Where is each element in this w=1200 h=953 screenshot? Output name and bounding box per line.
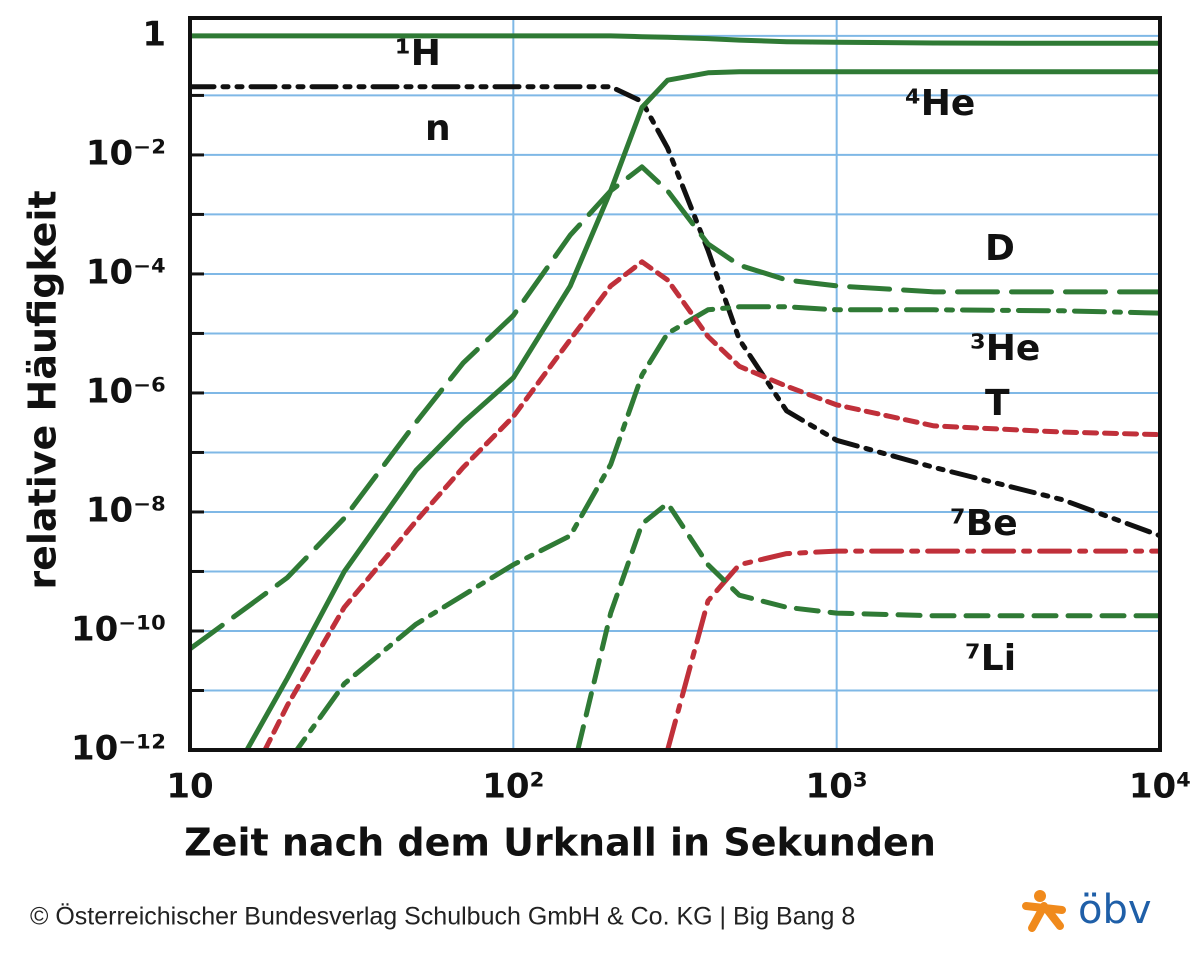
- series-line: [190, 33, 1160, 46]
- series-line: [262, 259, 1160, 750]
- y-tick-label: 10⁻⁶: [86, 371, 166, 411]
- series-label: T: [985, 383, 1010, 424]
- logo: öbv: [1022, 887, 1152, 933]
- series-label: ⁴He: [905, 83, 975, 124]
- series-line: [190, 164, 1160, 652]
- copyright: © Österreichischer Bundesverlag Schulbuc…: [30, 903, 855, 931]
- series-label: ¹H: [395, 33, 441, 74]
- y-axis-title: relative Häufigkeit: [21, 190, 65, 589]
- series-label: ⁷Be: [950, 503, 1018, 544]
- logo-text: öbv: [1078, 887, 1152, 933]
- series-label: ³He: [970, 328, 1040, 369]
- y-tick-label: 1: [142, 14, 166, 54]
- y-tick-label: 10⁻⁴: [86, 252, 166, 292]
- y-tick-label: 10⁻¹⁰: [71, 609, 166, 649]
- series-line: [190, 84, 1160, 539]
- x-tick-label: 10³: [806, 767, 868, 807]
- series-label: ⁷Li: [965, 638, 1016, 679]
- series-line: [575, 500, 1160, 750]
- logo-icon: [1022, 890, 1066, 932]
- series-label: D: [985, 228, 1015, 269]
- x-tick-label: 10⁴: [1129, 767, 1191, 807]
- x-tick-label: 10²: [482, 767, 544, 807]
- series-line: [293, 304, 1160, 750]
- y-tick-label: 10⁻¹²: [71, 729, 166, 769]
- y-tick-label: 10⁻⁸: [86, 490, 166, 530]
- series-line: [665, 548, 1160, 750]
- plot-frame: [188, 16, 1162, 752]
- x-tick-label: 10: [166, 767, 213, 807]
- x-axis-title: Zeit nach dem Urknall in Sekunden: [184, 821, 936, 865]
- series-label: n: [425, 108, 451, 149]
- series-line: [243, 69, 1160, 750]
- plot-lines: [190, 33, 1160, 750]
- y-tick-label: 10⁻²: [86, 133, 166, 173]
